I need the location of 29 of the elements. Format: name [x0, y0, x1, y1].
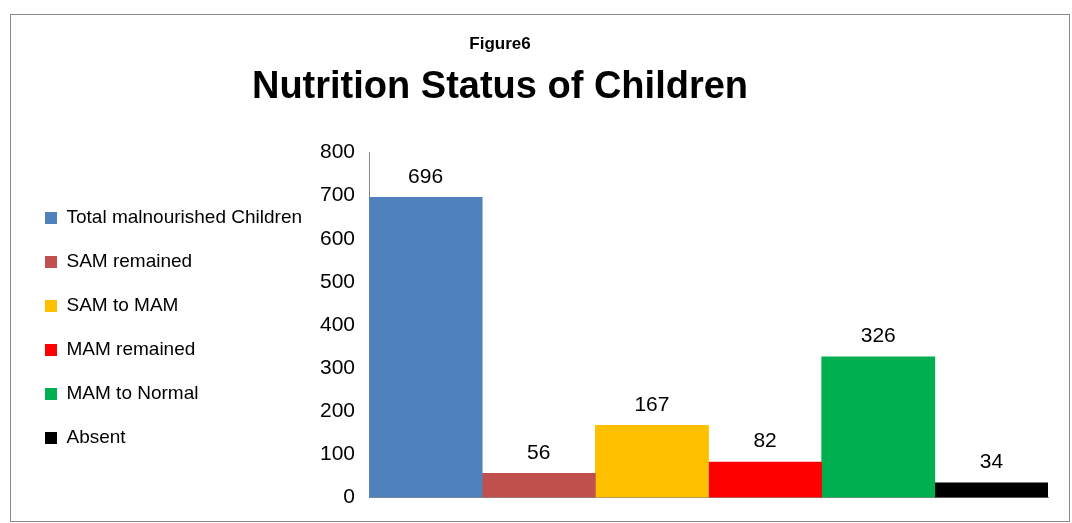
bar — [821, 356, 936, 498]
data-label: 34 — [979, 449, 1004, 473]
y-tick-label: 200 — [320, 398, 356, 421]
legend-label: SAM to MAM — [66, 294, 179, 316]
chart-title: Nutrition Status of Children — [250, 64, 750, 107]
y-tick-label: 800 — [320, 139, 356, 163]
y-tick-label: 300 — [320, 354, 356, 378]
y-tick-label: 500 — [320, 268, 356, 292]
data-label: 326 — [860, 323, 896, 347]
chart-subtitle: Figure6 — [468, 34, 532, 54]
y-tick-label: 100 — [320, 441, 356, 465]
data-label: 82 — [753, 428, 777, 452]
y-tick-label: 400 — [320, 311, 356, 335]
legend-label: SAM remained — [66, 250, 193, 272]
bar — [369, 197, 483, 498]
data-label: 167 — [634, 391, 670, 415]
y-tick-label: 600 — [320, 225, 356, 249]
legend-label: Absent — [66, 426, 127, 448]
y-tick-label: 700 — [320, 182, 356, 206]
bar — [708, 461, 823, 498]
legend-label: MAM remained — [66, 338, 196, 360]
bar — [595, 425, 709, 498]
legend-label: Total malnourished Children — [66, 206, 303, 228]
bar — [934, 482, 1048, 498]
legend-label: MAM to Normal — [66, 382, 199, 404]
bar — [481, 472, 596, 498]
data-label: 696 — [408, 163, 444, 187]
data-label: 56 — [527, 439, 551, 463]
y-tick-label: 0 — [343, 484, 356, 508]
